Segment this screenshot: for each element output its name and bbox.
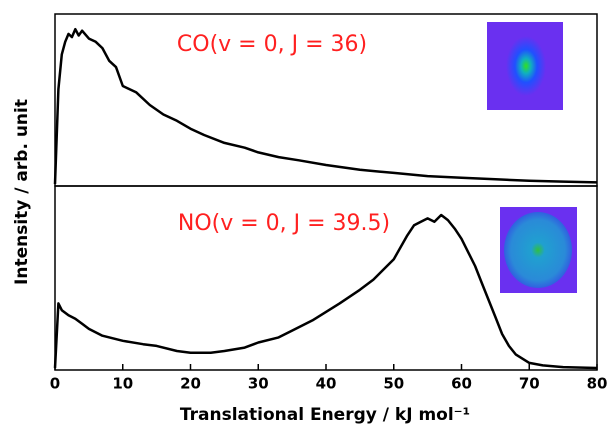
x-axis-label: Translational Energy / kJ mol⁻¹ [180, 405, 470, 425]
inset-ring [504, 212, 572, 288]
x-tick-label: 50 [383, 375, 404, 393]
x-tick-label: 0 [50, 375, 60, 393]
annotation: CO(v = 0, J = 36) [177, 32, 367, 57]
inset-spot [506, 36, 546, 96]
x-tick-label: 80 [587, 375, 608, 393]
x-tick-label: 60 [451, 375, 472, 393]
x-tick-label: 70 [519, 375, 540, 393]
chart: Intensity / arb. unit Translational Ener… [0, 0, 608, 432]
x-tick-label: 20 [180, 375, 201, 393]
x-tick-label: 10 [112, 375, 133, 393]
y-axis-label: Intensity / arb. unit [12, 99, 32, 285]
x-tick-label: 30 [248, 375, 269, 393]
x-tick-label: 40 [316, 375, 337, 393]
annotation: NO(v = 0, J = 39.5) [178, 211, 390, 236]
